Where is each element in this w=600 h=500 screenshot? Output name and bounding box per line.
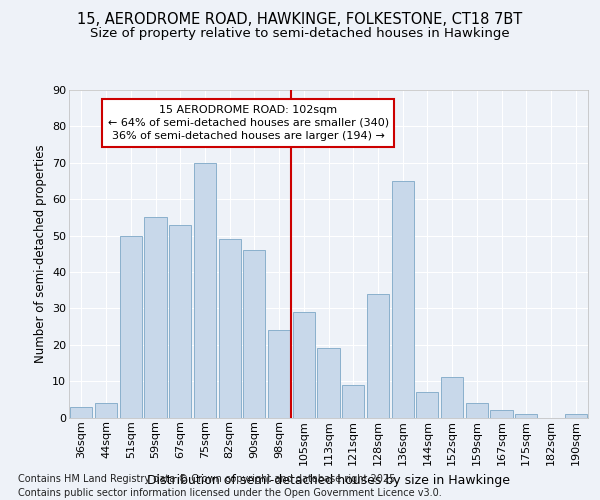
Bar — [119, 236, 142, 418]
Bar — [268, 330, 290, 418]
Bar — [342, 385, 364, 418]
X-axis label: Distribution of semi-detached houses by size in Hawkinge: Distribution of semi-detached houses by … — [147, 474, 510, 486]
Bar — [145, 218, 167, 418]
Bar — [243, 250, 265, 418]
Bar — [293, 312, 315, 418]
Bar — [95, 403, 117, 417]
Text: 15 AERODROME ROAD: 102sqm
← 64% of semi-detached houses are smaller (340)
36% of: 15 AERODROME ROAD: 102sqm ← 64% of semi-… — [107, 104, 389, 141]
Text: Contains HM Land Registry data © Crown copyright and database right 2025.
Contai: Contains HM Land Registry data © Crown c… — [18, 474, 442, 498]
Bar — [392, 181, 414, 418]
Bar — [441, 378, 463, 418]
Bar — [194, 163, 216, 417]
Bar — [466, 403, 488, 417]
Text: Size of property relative to semi-detached houses in Hawkinge: Size of property relative to semi-detach… — [90, 28, 510, 40]
Bar — [169, 224, 191, 418]
Bar — [317, 348, 340, 418]
Text: 15, AERODROME ROAD, HAWKINGE, FOLKESTONE, CT18 7BT: 15, AERODROME ROAD, HAWKINGE, FOLKESTONE… — [77, 12, 523, 28]
Bar — [70, 406, 92, 418]
Y-axis label: Number of semi-detached properties: Number of semi-detached properties — [34, 144, 47, 363]
Bar — [218, 239, 241, 418]
Bar — [367, 294, 389, 418]
Bar — [490, 410, 512, 418]
Bar — [416, 392, 439, 417]
Bar — [565, 414, 587, 418]
Bar — [515, 414, 538, 418]
